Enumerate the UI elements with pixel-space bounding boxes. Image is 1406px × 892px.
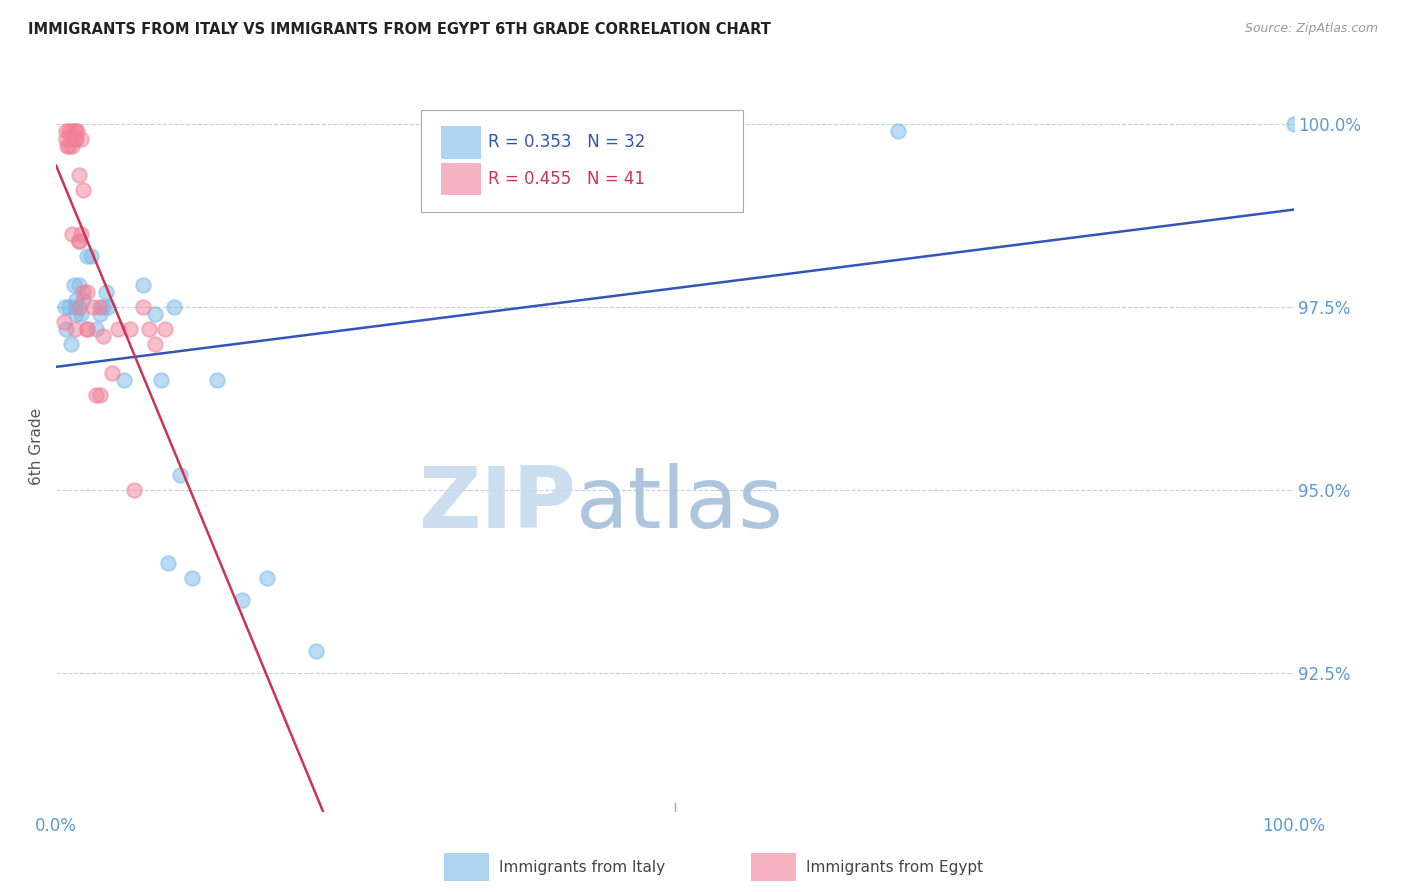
Point: [112, 373, 135, 387]
Point: [63, 300, 86, 314]
Point: [76, 285, 98, 300]
Point: [52, 315, 75, 329]
Point: [89, 388, 111, 402]
Point: [66, 124, 89, 138]
Point: [60, 124, 83, 138]
Text: Immigrants from Italy: Immigrants from Italy: [499, 860, 665, 874]
Point: [138, 322, 160, 336]
Point: [67, 234, 90, 248]
Point: [94, 285, 117, 300]
Point: [89, 300, 111, 314]
Point: [58, 139, 80, 153]
Point: [107, 322, 129, 336]
Text: IMMIGRANTS FROM ITALY VS IMMIGRANTS FROM EGYPT 6TH GRADE CORRELATION CHART: IMMIGRANTS FROM ITALY VS IMMIGRANTS FROM…: [28, 22, 770, 37]
Point: [150, 373, 173, 387]
Point: [132, 300, 155, 314]
Point: [132, 278, 155, 293]
Point: [72, 293, 94, 307]
Text: atlas: atlas: [576, 463, 785, 546]
Point: [91, 329, 114, 343]
Point: [55, 132, 77, 146]
Point: [62, 278, 84, 293]
Point: [80, 249, 103, 263]
Point: [256, 571, 278, 585]
Point: [143, 307, 166, 321]
Point: [1282, 117, 1305, 131]
Point: [63, 322, 86, 336]
Point: [56, 139, 79, 153]
FancyBboxPatch shape: [422, 110, 742, 212]
Point: [58, 124, 80, 138]
Point: [72, 183, 94, 197]
Point: [55, 124, 77, 138]
Point: [58, 300, 80, 314]
Point: [91, 300, 114, 314]
Point: [231, 592, 253, 607]
Point: [67, 300, 90, 314]
Point: [53, 300, 76, 314]
FancyBboxPatch shape: [441, 127, 481, 159]
Point: [181, 571, 204, 585]
Point: [163, 300, 186, 314]
Point: [60, 227, 83, 241]
Point: [60, 336, 83, 351]
Point: [63, 124, 86, 138]
Y-axis label: 6th Grade: 6th Grade: [30, 408, 45, 484]
Text: Source: ZipAtlas.com: Source: ZipAtlas.com: [1244, 22, 1378, 36]
FancyBboxPatch shape: [441, 163, 481, 195]
Point: [143, 336, 166, 351]
Point: [122, 483, 145, 497]
Point: [65, 132, 87, 146]
Point: [76, 249, 98, 263]
Point: [76, 322, 98, 336]
Point: [67, 234, 90, 248]
Point: [82, 300, 104, 314]
Text: Immigrants from Egypt: Immigrants from Egypt: [806, 860, 983, 874]
Point: [84, 322, 107, 336]
Point: [97, 300, 120, 314]
Point: [63, 132, 86, 146]
Point: [305, 644, 328, 658]
Point: [60, 132, 83, 146]
Point: [70, 227, 93, 241]
Point: [63, 124, 86, 138]
Point: [72, 285, 94, 300]
Point: [70, 307, 93, 321]
Text: R = 0.455   N = 41: R = 0.455 N = 41: [488, 170, 645, 188]
Point: [70, 132, 93, 146]
Point: [153, 322, 176, 336]
Text: ZIP: ZIP: [418, 463, 576, 546]
Point: [169, 468, 191, 483]
Point: [156, 556, 179, 570]
Point: [120, 322, 142, 336]
Point: [60, 139, 83, 153]
Point: [65, 293, 87, 307]
Point: [886, 124, 908, 138]
Point: [84, 388, 107, 402]
Point: [205, 373, 228, 387]
Point: [67, 169, 90, 183]
Point: [65, 307, 87, 321]
Text: R = 0.353   N = 32: R = 0.353 N = 32: [488, 134, 645, 152]
Point: [89, 307, 111, 321]
Point: [67, 278, 90, 293]
Point: [55, 322, 77, 336]
Point: [76, 322, 98, 336]
Point: [101, 366, 124, 380]
